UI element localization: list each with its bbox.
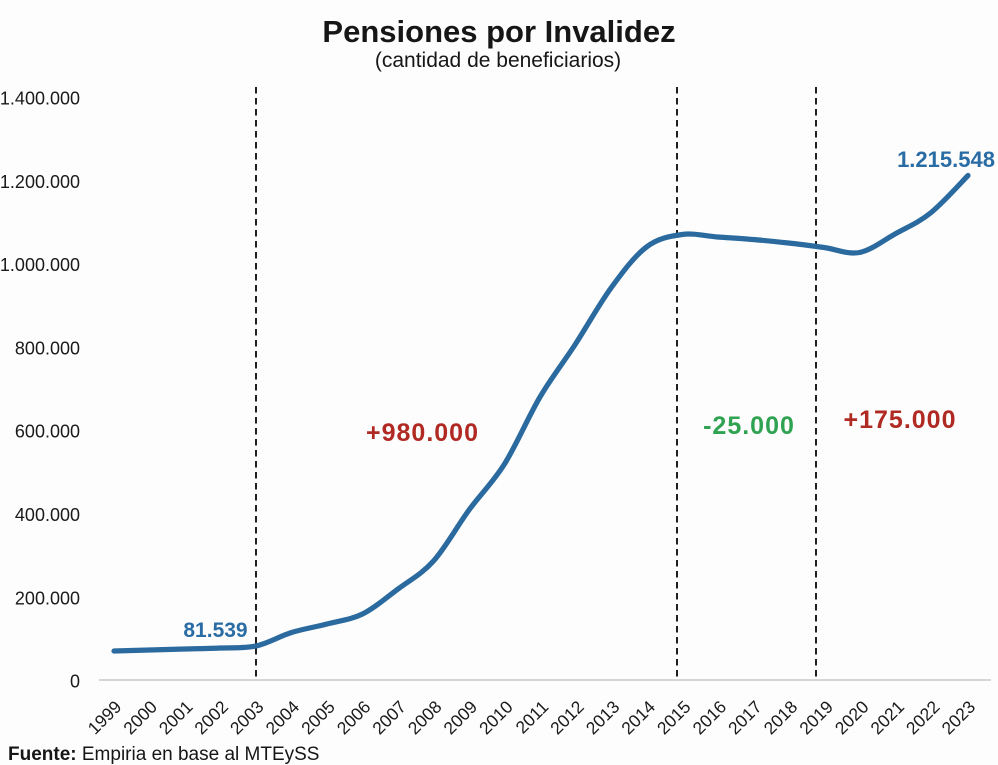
svg-text:1.400.000: 1.400.000 xyxy=(0,89,80,109)
svg-text:1999: 1999 xyxy=(84,697,126,739)
svg-text:2023: 2023 xyxy=(938,697,980,739)
svg-text:+980.000: +980.000 xyxy=(366,419,479,447)
svg-text:2015: 2015 xyxy=(653,697,695,739)
svg-text:2012: 2012 xyxy=(546,697,588,739)
svg-text:2009: 2009 xyxy=(439,697,481,739)
svg-text:+175.000: +175.000 xyxy=(844,406,957,434)
svg-text:2005: 2005 xyxy=(297,697,339,739)
svg-text:1.200.000: 1.200.000 xyxy=(0,172,80,192)
svg-text:200.000: 200.000 xyxy=(15,588,80,608)
svg-text:81.539: 81.539 xyxy=(183,619,247,642)
svg-text:Pensiones por Invalidez: Pensiones por Invalidez xyxy=(322,14,675,49)
svg-text:2003: 2003 xyxy=(226,697,268,739)
svg-text:2000: 2000 xyxy=(119,697,161,739)
svg-text:(cantidad de beneficiarios): (cantidad de beneficiarios) xyxy=(375,49,621,72)
svg-text:2006: 2006 xyxy=(333,697,375,739)
svg-text:1.000.000: 1.000.000 xyxy=(0,255,80,275)
svg-text:2019: 2019 xyxy=(795,697,837,739)
svg-text:Fuente: Empiria en base al MTE: Fuente: Empiria en base al MTEySS xyxy=(8,744,319,765)
svg-text:2001: 2001 xyxy=(155,697,197,739)
svg-text:2013: 2013 xyxy=(582,697,624,739)
svg-text:2008: 2008 xyxy=(404,697,446,739)
svg-text:2022: 2022 xyxy=(902,697,944,739)
svg-text:2010: 2010 xyxy=(475,697,517,739)
svg-text:1.215.548: 1.215.548 xyxy=(897,147,995,172)
svg-text:2002: 2002 xyxy=(190,697,232,739)
svg-text:2014: 2014 xyxy=(617,697,659,739)
svg-text:2016: 2016 xyxy=(689,697,731,739)
svg-text:2011: 2011 xyxy=(512,697,553,738)
svg-text:0: 0 xyxy=(70,672,80,692)
svg-text:800.000: 800.000 xyxy=(15,338,80,358)
svg-text:2020: 2020 xyxy=(831,697,873,739)
svg-text:600.000: 600.000 xyxy=(15,422,80,442)
svg-text:2021: 2021 xyxy=(866,697,908,739)
svg-text:2004: 2004 xyxy=(262,697,304,739)
svg-text:2007: 2007 xyxy=(368,697,410,739)
svg-text:-25.000: -25.000 xyxy=(703,412,795,440)
svg-text:400.000: 400.000 xyxy=(15,505,80,525)
svg-text:2018: 2018 xyxy=(760,697,802,739)
svg-text:2017: 2017 xyxy=(724,697,766,739)
